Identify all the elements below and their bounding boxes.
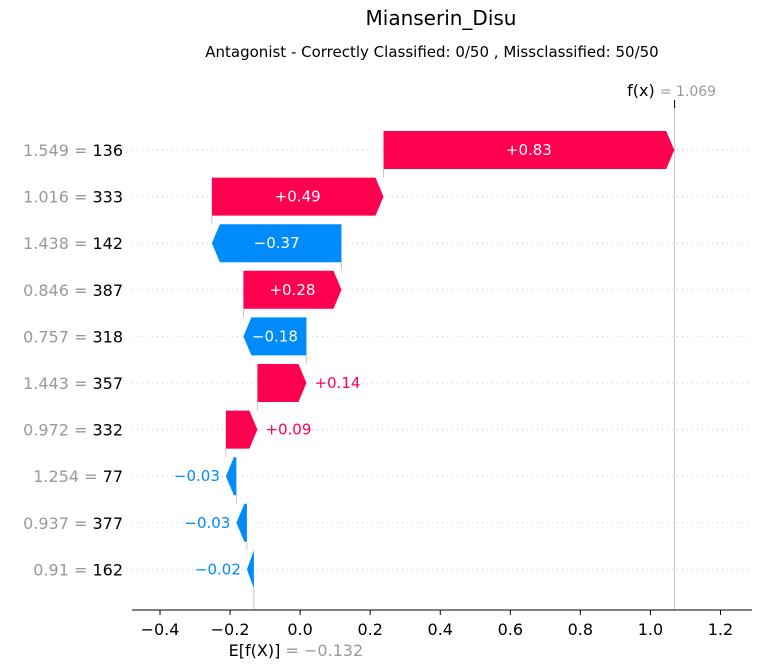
feature-name: 142 <box>92 234 123 253</box>
positive-bar <box>211 177 384 216</box>
positive-bar <box>225 410 258 449</box>
feature-label: 1.549 = 136 <box>23 141 123 160</box>
feature-name: 333 <box>92 188 123 207</box>
feature-value: 1.549 = <box>23 141 92 160</box>
base-label: E[f(X)] <box>229 641 286 660</box>
feature-name: 377 <box>92 514 123 533</box>
negative-bar <box>225 457 237 496</box>
negative-bar <box>236 503 247 542</box>
x-tick-label: 0.8 <box>568 620 593 639</box>
feature-name: 77 <box>103 467 123 486</box>
feature-value: 0.757 = <box>23 327 92 346</box>
feature-label: 1.438 = 142 <box>23 234 123 253</box>
feature-name: 387 <box>92 281 123 300</box>
bar-value-label: +0.83 <box>506 141 552 159</box>
positive-bar <box>383 131 675 169</box>
feature-value: 0.846 = <box>23 281 92 300</box>
feature-name: 162 <box>92 560 123 579</box>
bar-value-label: +0.28 <box>269 281 315 299</box>
bar-layer <box>211 131 675 589</box>
bar-value-label: +0.14 <box>314 374 360 392</box>
bar-value-label: +0.49 <box>275 188 321 206</box>
bar-value-label: −0.37 <box>254 234 300 252</box>
negative-bar <box>211 224 342 263</box>
negative-bar <box>246 550 254 589</box>
x-tick-label: 1.0 <box>638 620 663 639</box>
positive-bar <box>257 364 307 402</box>
x-tick-label: −0.4 <box>141 620 180 639</box>
feature-value: 1.254 = <box>33 467 102 486</box>
feature-label: 0.846 = 387 <box>23 281 123 300</box>
feature-label: 0.91 = 162 <box>33 560 123 579</box>
bar-value-label: −0.03 <box>174 467 220 485</box>
grid-layer <box>132 100 752 610</box>
feature-name: 357 <box>92 374 123 393</box>
feature-value: 1.443 = <box>23 374 92 393</box>
feature-name: 318 <box>92 327 123 346</box>
output-value-text: = 1.069 <box>660 84 716 100</box>
chart-subtitle: Antagonist - Correctly Classified: 0/50 … <box>205 43 658 61</box>
x-tick-label: 0.0 <box>287 620 312 639</box>
chart-title: Mianserin_Disu <box>366 6 517 30</box>
output-label: f(x) <box>627 81 660 100</box>
x-tick-label: 0.2 <box>357 620 382 639</box>
x-tick-label: −0.2 <box>211 620 250 639</box>
bar-value-label: −0.02 <box>195 560 241 578</box>
feature-name: 332 <box>92 421 123 440</box>
feature-label: 1.016 = 333 <box>23 188 123 207</box>
base-value-label: E[f(X)] = −0.132 <box>229 641 363 660</box>
feature-label: 0.972 = 332 <box>23 421 123 440</box>
feature-value: 1.438 = <box>23 234 92 253</box>
x-tick-label: 0.4 <box>428 620 453 639</box>
bar-value-label: +0.09 <box>265 421 311 439</box>
x-axis: −0.4 −0.2 0.0 0.2 0.4 0.6 0.8 1.0 1.2 <box>132 609 752 639</box>
feature-value: 0.91 = <box>33 560 92 579</box>
negative-bar <box>243 317 307 356</box>
bar-value-label: −0.03 <box>184 514 230 532</box>
feature-value: 0.972 = <box>23 421 92 440</box>
feature-label: 0.757 = 318 <box>23 327 123 346</box>
feature-value: 0.937 = <box>23 514 92 533</box>
feature-label: 1.443 = 357 <box>23 374 123 393</box>
output-value-label: f(x) = 1.069 <box>627 81 716 100</box>
feature-name: 136 <box>92 141 123 160</box>
feature-label: 1.254 = 77 <box>33 467 123 486</box>
x-tick-label: 1.2 <box>708 620 733 639</box>
feature-value: 1.016 = <box>23 188 92 207</box>
bar-value-label: −0.18 <box>252 327 298 345</box>
feature-label: 0.937 = 377 <box>23 514 123 533</box>
label-layer: +0.83 1.549 = 136 +0.49 1.016 = 333 −0.37 1.4… <box>23 81 716 660</box>
positive-bar <box>243 270 342 309</box>
base-value-text: = −0.132 <box>285 641 363 660</box>
x-tick-label: 0.6 <box>498 620 523 639</box>
